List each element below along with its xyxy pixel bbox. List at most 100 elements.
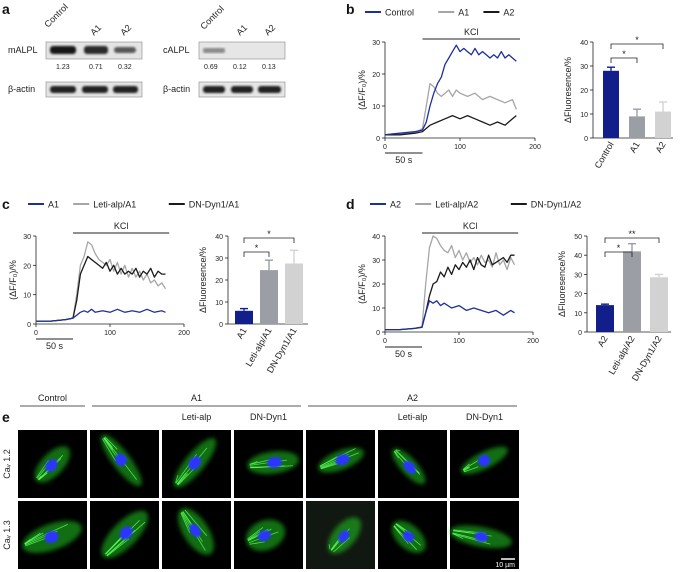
band: [258, 86, 281, 93]
series-line-dn-dyn1-a1: [36, 255, 166, 322]
y-axis-label: ΔFluoresence/%: [198, 247, 208, 313]
band: [84, 46, 108, 54]
cell-body: [101, 510, 149, 559]
filament-stain: [320, 462, 337, 469]
filament-stain: [176, 472, 187, 485]
legend-label: Leti-alp/A2: [435, 200, 478, 210]
y-tick-label: 40: [215, 234, 223, 241]
cell-body: [100, 434, 142, 487]
y-tick-label: 10: [23, 293, 31, 300]
category-label: Control: [593, 140, 616, 170]
nucleus-stain: [403, 460, 416, 474]
x-tick-label: 100: [453, 338, 465, 345]
condition-header: Leti-alp: [398, 412, 428, 422]
micrograph-tile: [306, 501, 375, 569]
micrograph-tile: [306, 430, 375, 498]
y-tick-label: 0: [376, 330, 380, 337]
significance-bracket: [243, 237, 295, 243]
panel-label-b: b: [346, 1, 355, 17]
cell-body: [247, 451, 299, 475]
y-axis-label: (ΔF/F₀)/%: [8, 260, 18, 300]
cell-body: [177, 508, 214, 555]
x-tick-label: 0: [383, 338, 387, 345]
lane-label: Control: [42, 2, 70, 30]
scale-bar-label: 50 s: [395, 155, 413, 165]
filament-stain: [37, 475, 42, 480]
lane-label: A1: [234, 23, 249, 38]
y-tick-label: 0: [584, 136, 588, 143]
micrograph-tile: [234, 430, 303, 498]
band: [50, 86, 76, 93]
filament-stain: [463, 467, 471, 472]
y-tick-label: 20: [23, 263, 31, 270]
filament-stain: [395, 449, 401, 452]
bar-1: [260, 270, 278, 324]
legend-label: A1: [458, 8, 469, 18]
y-axis-label: (ΔF/F₀)/%: [357, 264, 367, 304]
micrograph-tile: [234, 501, 303, 569]
condition-header: Leti-alp: [182, 412, 212, 422]
y-tick-label: 20: [580, 88, 588, 95]
panel-e-microscopy: Control A1 A2 Leti-alp DN-Dyn1 Leti-alp DN-Dyn…: [2, 393, 519, 569]
filament-stain: [177, 468, 195, 486]
bar-2: [285, 263, 303, 324]
series-line-dn-dyn1-a2: [385, 254, 515, 331]
y-tick-label: 0: [376, 136, 380, 143]
filament-stain: [249, 459, 271, 465]
nucleus-stain: [478, 454, 491, 467]
y-tick-label: 10: [574, 311, 582, 318]
y-tick-label: 20: [372, 282, 380, 289]
kcl-label: KCl: [114, 221, 129, 231]
y-tick-label: 30: [215, 256, 223, 263]
condition-header: DN-Dyn1: [250, 412, 287, 422]
condition-header: DN-Dyn1: [466, 412, 503, 422]
nucleus-stain: [189, 523, 201, 538]
bar-0: [235, 310, 253, 324]
x-tick-label: 0: [34, 330, 38, 337]
cell-body: [391, 520, 426, 553]
y-tick-label: 20: [215, 278, 223, 285]
panel-label-c: c: [2, 196, 10, 212]
significance-label: *: [255, 243, 259, 253]
y-tick-label: 0: [219, 322, 223, 329]
densitometry-value: 1.23: [56, 64, 70, 71]
significance-label: *: [635, 35, 639, 45]
bar-0: [603, 70, 619, 138]
y-tick-label: 40: [372, 234, 380, 241]
significance-bracket: [604, 251, 633, 257]
nucleus-stain: [44, 531, 59, 544]
legend-label: Control: [385, 8, 414, 18]
legend-label: A2: [503, 8, 514, 18]
band: [82, 86, 108, 93]
nucleus-stain: [335, 454, 350, 466]
filament-stain: [175, 475, 179, 484]
filament-stain: [247, 527, 264, 540]
significance-bracket: [610, 43, 664, 49]
band: [50, 46, 76, 54]
loading-label: β-actin: [163, 84, 190, 94]
series-line-control: [384, 44, 517, 136]
category-label: A1: [628, 140, 642, 155]
cell-body: [173, 438, 217, 488]
bar-chart-b-bar: 0 10 20 30 40 ΔFluoresence/% Control A1 A2 * *: [563, 35, 673, 170]
micrograph-tile: [450, 430, 519, 498]
filament-stain: [452, 533, 491, 545]
row-label: Caᵥ 1.2: [2, 449, 12, 478]
micrograph-tile: [18, 501, 87, 569]
filament-stain: [177, 473, 188, 485]
category-label: A2: [596, 334, 610, 349]
nucleus-stain: [257, 530, 271, 542]
filament-stain: [319, 456, 338, 467]
x-tick-label: 100: [104, 330, 116, 337]
scale-bar-label: 10 µm: [495, 562, 515, 569]
filament-stain: [181, 512, 191, 530]
micrograph-tile: [90, 501, 159, 569]
filament-stain: [38, 472, 48, 481]
band: [203, 86, 225, 93]
micrograph-tile: [378, 430, 447, 498]
bar-chart-d-bar: 01020304050ΔFluoresence/%A2Leti-alp/A2DN…: [557, 229, 671, 383]
y-tick-label: 10: [372, 306, 380, 313]
micrograph-tile: [162, 430, 231, 498]
